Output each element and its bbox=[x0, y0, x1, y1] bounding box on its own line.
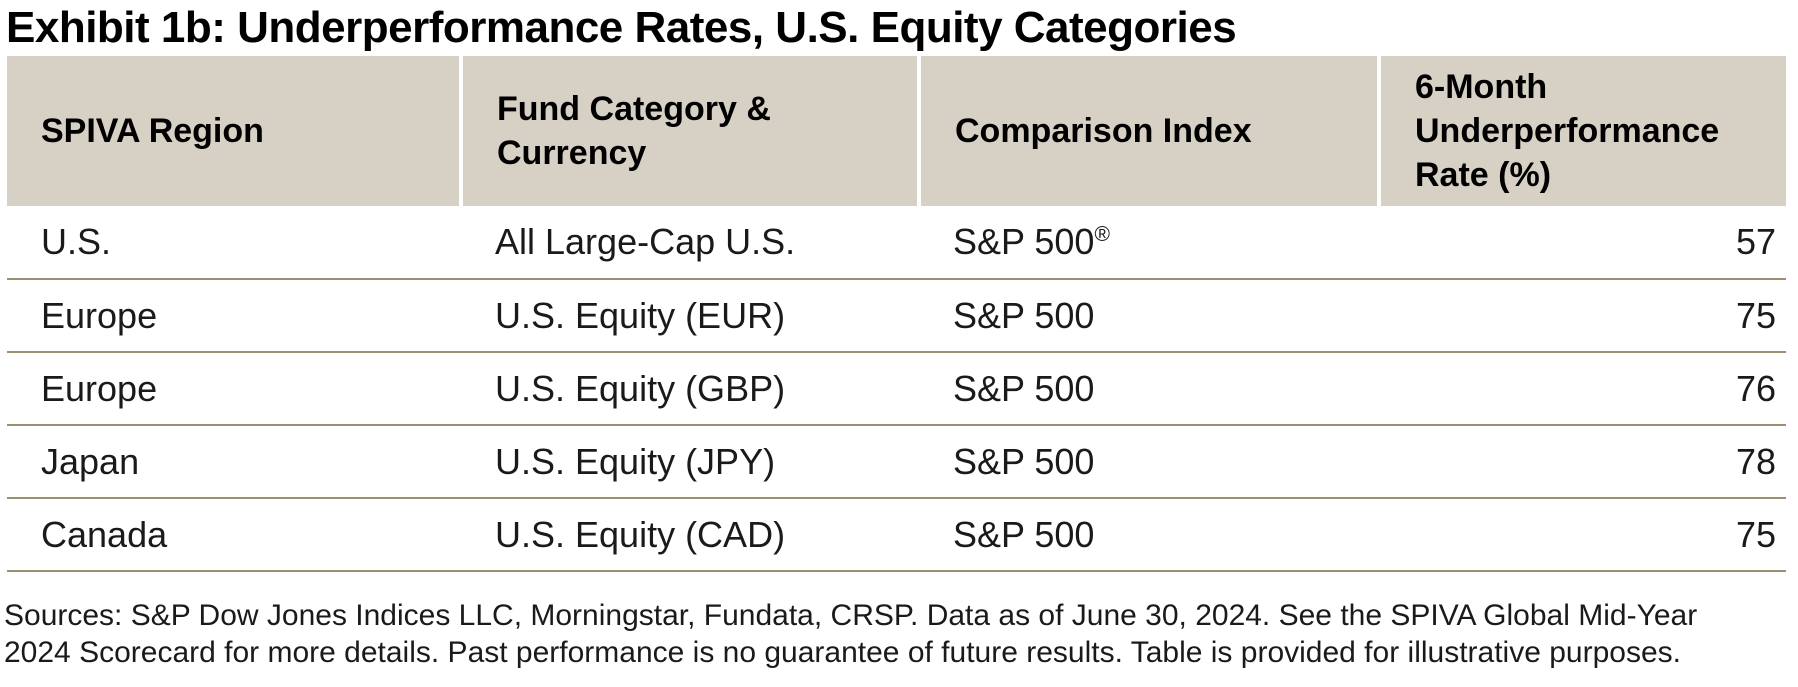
cell-underperformance-rate: 75 bbox=[1379, 279, 1786, 353]
index-name: S&P 500 bbox=[953, 367, 1095, 409]
column-header-underperformance-rate: 6-Month Underperformance Rate (%) bbox=[1379, 56, 1786, 206]
cell-comparison-index: S&P 500 bbox=[919, 425, 1379, 499]
source-footnote: Sources: S&P Dow Jones Indices LLC, Morn… bbox=[4, 599, 1698, 669]
exhibit-title: Exhibit 1b: Underperformance Rates, U.S.… bbox=[6, 3, 1237, 52]
table-row-us: U.S. All Large-Cap U.S. S&P 500® 57 bbox=[7, 206, 1786, 280]
column-header-spiva-region: SPIVA Region bbox=[7, 56, 463, 206]
cell-region: Europe bbox=[7, 352, 461, 426]
cell-comparison-index: S&P 500 bbox=[919, 498, 1379, 572]
cell-comparison-index: S&P 500 bbox=[919, 352, 1379, 426]
cell-fund-category: U.S. Equity (CAD) bbox=[461, 498, 919, 572]
cell-underperformance-rate: 76 bbox=[1379, 352, 1786, 426]
cell-fund-category: U.S. Equity (GBP) bbox=[461, 352, 919, 426]
index-name: S&P 500 bbox=[953, 513, 1095, 555]
table-row-japan: Japan U.S. Equity (JPY) S&P 500 78 bbox=[7, 425, 1786, 499]
cell-fund-category: U.S. Equity (EUR) bbox=[461, 279, 919, 353]
cell-underperformance-rate: 78 bbox=[1379, 425, 1786, 499]
index-name: S&P 500 bbox=[953, 221, 1095, 262]
table-row-canada: Canada U.S. Equity (CAD) S&P 500 75 bbox=[7, 498, 1786, 572]
index-name: S&P 500 bbox=[953, 294, 1095, 336]
underperformance-table: SPIVA Region Fund Category & Currency Co… bbox=[7, 56, 1786, 572]
cell-region: Canada bbox=[7, 498, 461, 572]
table-row-europe-eur: Europe U.S. Equity (EUR) S&P 500 75 bbox=[7, 279, 1786, 353]
column-header-comparison-index: Comparison Index bbox=[919, 56, 1381, 206]
column-header-fund-category-currency: Fund Category & Currency bbox=[461, 56, 921, 206]
registered-trademark-mark: ® bbox=[1094, 223, 1110, 246]
table-header: SPIVA Region Fund Category & Currency Co… bbox=[7, 56, 1786, 206]
cell-fund-category: All Large-Cap U.S. bbox=[461, 206, 919, 280]
cell-region: Japan bbox=[7, 425, 461, 499]
cell-region: Europe bbox=[7, 279, 461, 353]
cell-underperformance-rate: 75 bbox=[1379, 498, 1786, 572]
cell-comparison-index: S&P 500® bbox=[919, 206, 1379, 280]
table-header-row: SPIVA Region Fund Category & Currency Co… bbox=[7, 56, 1786, 206]
cell-comparison-index: S&P 500 bbox=[919, 279, 1379, 353]
cell-fund-category: U.S. Equity (JPY) bbox=[461, 425, 919, 499]
cell-region: U.S. bbox=[7, 206, 461, 280]
cell-underperformance-rate: 57 bbox=[1379, 206, 1786, 280]
table-body: U.S. All Large-Cap U.S. S&P 500® 57 Euro… bbox=[7, 206, 1786, 572]
index-name: S&P 500 bbox=[953, 440, 1095, 482]
table-row-europe-gbp: Europe U.S. Equity (GBP) S&P 500 76 bbox=[7, 352, 1786, 426]
